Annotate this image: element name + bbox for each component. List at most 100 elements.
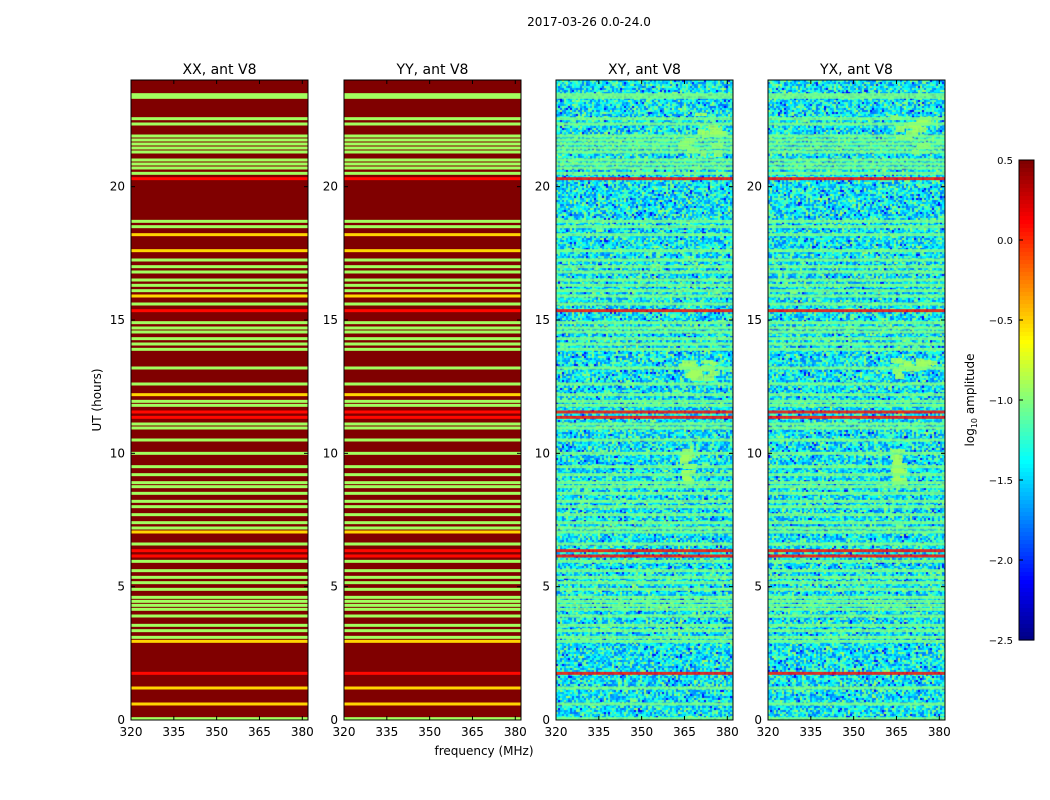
noise-blob-cell <box>893 459 902 464</box>
colorbar-segment <box>1019 308 1034 313</box>
row-feature <box>344 366 521 370</box>
colorbar-segment <box>1019 516 1034 521</box>
row-feature <box>556 283 733 287</box>
colorbar-segment <box>1019 448 1034 453</box>
colorbar-segment <box>1019 540 1034 545</box>
row-feature <box>556 481 733 485</box>
row-feature <box>344 347 521 351</box>
row-feature <box>131 93 308 97</box>
row-feature <box>768 702 945 706</box>
row-feature <box>768 499 945 503</box>
y-tick-label: 20 <box>535 180 550 194</box>
colorbar-segment <box>1019 600 1034 605</box>
row-feature <box>131 309 308 313</box>
row-feature <box>556 219 733 223</box>
row-feature <box>768 342 945 346</box>
row-feature <box>556 366 733 370</box>
row-feature <box>556 347 733 351</box>
y-tick-label: 5 <box>754 580 762 594</box>
row-feature <box>131 554 308 558</box>
row-feature <box>131 629 308 633</box>
colorbar-segment <box>1019 204 1034 209</box>
colorbar-segment <box>1019 304 1034 309</box>
colorbar-segment <box>1019 352 1034 357</box>
row-feature <box>344 166 521 170</box>
row-feature <box>556 410 733 414</box>
row-feature <box>131 289 308 293</box>
row-feature <box>131 249 308 253</box>
row-feature <box>768 595 945 599</box>
row-feature <box>344 225 521 229</box>
y-tick-label: 10 <box>110 446 125 460</box>
row-feature <box>131 491 308 495</box>
colorbar-tick-label: −2.5 <box>989 636 1013 647</box>
colorbar-segment <box>1019 316 1034 321</box>
row-feature <box>131 366 308 370</box>
row-feature <box>556 382 733 386</box>
row-feature <box>556 294 733 298</box>
y-tick-label: 15 <box>110 313 125 327</box>
row-feature <box>131 581 308 585</box>
panel-1: YY, ant V8 320 335 350 365 380 0 5 10 15 20 <box>323 62 527 739</box>
row-feature <box>556 393 733 397</box>
noise-blob-cell <box>708 124 719 130</box>
noise-blob-cell <box>892 449 906 453</box>
colorbar-segment <box>1019 504 1034 509</box>
row-feature <box>344 671 521 675</box>
row-feature <box>768 599 945 603</box>
row-feature <box>556 278 733 282</box>
x-tick-label: 335 <box>375 725 398 739</box>
colorbar-segment <box>1019 164 1034 169</box>
row-feature <box>131 438 308 442</box>
row-feature <box>768 122 945 126</box>
row-feature <box>768 635 945 639</box>
row-feature <box>556 146 733 150</box>
noise-blob-cell <box>893 474 901 480</box>
noise-blob-cell <box>690 373 704 381</box>
row-feature <box>344 587 521 591</box>
noise-blob-cell <box>704 374 715 381</box>
noise-blob-cell <box>892 368 901 374</box>
y-tick-label: 0 <box>542 713 550 727</box>
colorbar-segment <box>1019 636 1034 641</box>
row-feature <box>344 639 521 643</box>
colorbar-segment <box>1019 628 1034 633</box>
row-feature <box>344 258 521 262</box>
row-feature <box>556 249 733 253</box>
row-feature <box>344 717 521 721</box>
row-feature <box>344 162 521 166</box>
row-feature <box>344 426 521 430</box>
colorbar-segment <box>1019 460 1034 465</box>
colorbar-segment <box>1019 256 1034 261</box>
row-feature <box>556 171 733 175</box>
x-tick-label: 350 <box>418 725 441 739</box>
colorbar-segment <box>1019 336 1034 341</box>
row-feature <box>556 93 733 97</box>
row-feature <box>556 581 733 585</box>
colorbar-segment <box>1019 572 1034 577</box>
row-feature <box>768 309 945 313</box>
colorbar-segment <box>1019 488 1034 493</box>
row-feature <box>131 607 308 611</box>
row-feature <box>768 575 945 579</box>
noise-blob-cell <box>687 374 694 379</box>
row-feature <box>131 258 308 262</box>
row-feature <box>556 499 733 503</box>
colorbar-segment <box>1019 468 1034 473</box>
colorbar-segment <box>1019 380 1034 385</box>
noise-blob-cell <box>701 360 714 364</box>
y-tick-label: 15 <box>323 313 338 327</box>
colorbar-segment <box>1019 180 1034 185</box>
colorbar-segment <box>1019 376 1034 381</box>
colorbar-segment <box>1019 360 1034 365</box>
colorbar-segment <box>1019 348 1034 353</box>
row-feature <box>768 717 945 721</box>
row-feature <box>768 559 945 563</box>
row-feature <box>556 575 733 579</box>
colorbar-segment <box>1019 184 1034 189</box>
row-feature <box>768 614 945 618</box>
noise-blob-cell <box>682 473 690 480</box>
y-tick-label: 20 <box>323 180 338 194</box>
colorbar-segment <box>1019 492 1034 497</box>
colorbar-segment <box>1019 404 1034 409</box>
